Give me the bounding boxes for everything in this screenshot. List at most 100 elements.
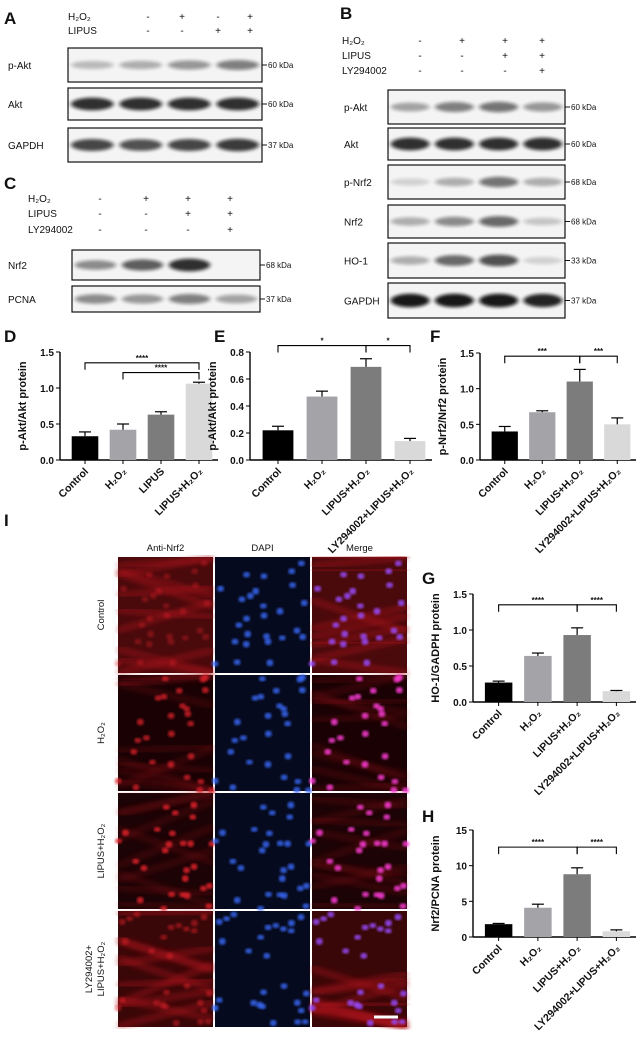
blot-band: [479, 102, 518, 112]
nucleus: [265, 713, 272, 719]
nucleus: [204, 600, 211, 606]
nucleus: [247, 593, 254, 600]
nucleus: [140, 865, 147, 871]
nrf2-image: [115, 674, 215, 794]
treatment-sign: -: [98, 225, 101, 236]
nucleus: [344, 593, 351, 600]
nucleus: [183, 926, 190, 931]
nucleus: [262, 841, 269, 848]
nucleus: [229, 784, 236, 790]
y-tick-label: 10: [456, 862, 468, 873]
treatment-sign: -: [180, 26, 183, 37]
nucleus: [360, 953, 367, 959]
nucleus: [313, 997, 320, 1003]
bar-1: [110, 430, 137, 460]
nucleus: [216, 997, 223, 1003]
nucleus: [176, 688, 183, 694]
nucleus: [376, 875, 383, 882]
nucleus: [363, 659, 370, 666]
significance-bracket: [278, 346, 366, 353]
blot-band: [391, 178, 430, 185]
nucleus: [399, 1019, 406, 1024]
row-label: H₂O₂: [96, 722, 107, 744]
nucleus: [132, 859, 139, 864]
x-tick-label: Control: [470, 708, 505, 743]
nucleus: [305, 787, 312, 793]
treatment-sign: -: [98, 194, 101, 205]
nucleus: [285, 753, 292, 759]
nucleus: [376, 635, 383, 640]
blot-band: [435, 294, 474, 308]
nucleus: [343, 760, 350, 765]
nucleus: [205, 1019, 212, 1024]
treatment-sign: -: [144, 209, 147, 220]
panel-letter: C: [4, 174, 16, 193]
nucleus: [294, 779, 301, 784]
nucleus: [162, 847, 169, 853]
treatment-sign: +: [185, 194, 191, 205]
y-tick-label: 1.0: [40, 384, 54, 395]
blot-band: [168, 98, 211, 111]
nucleus: [395, 561, 402, 567]
significance-bracket: [499, 847, 578, 854]
nucleus: [146, 641, 153, 648]
nucleus: [337, 735, 344, 740]
bar-0: [72, 436, 99, 460]
y-tick-label: 0.4: [230, 402, 244, 413]
nucleus: [212, 838, 219, 843]
nucleus: [197, 999, 204, 1005]
nucleus: [284, 840, 291, 847]
nucleus: [366, 810, 373, 815]
nucleus: [132, 784, 139, 790]
blot-band: [479, 255, 518, 267]
y-tick-label: 1.0: [460, 385, 474, 396]
nucleus: [238, 596, 245, 602]
y-tick-label: 0.5: [40, 420, 54, 431]
nucleus: [182, 635, 189, 640]
bar-0: [485, 683, 512, 702]
nucleus: [191, 920, 198, 927]
nucleus: [146, 572, 153, 578]
nucleus: [175, 923, 182, 928]
nucleus: [324, 749, 331, 755]
row-label: LY294002+: [84, 944, 95, 993]
treatment-sign: +: [539, 66, 545, 77]
nucleus: [361, 761, 368, 768]
significance-stars: ****: [136, 354, 149, 363]
nucleus: [168, 713, 175, 719]
nucleus: [179, 608, 186, 615]
nucleus: [386, 582, 393, 588]
dapi-image: [212, 911, 310, 1027]
nucleus: [390, 628, 397, 634]
nucleus: [202, 687, 209, 693]
significance-stars: ***: [538, 347, 548, 356]
nucleus: [155, 588, 162, 595]
nucleus: [146, 616, 153, 622]
treatment-sign: +: [143, 194, 149, 205]
blot-band: [479, 216, 518, 227]
blot-band: [216, 60, 259, 70]
nucleus: [402, 787, 409, 793]
nucleus: [299, 634, 306, 640]
blot-band: [523, 178, 562, 186]
nucleus: [243, 641, 250, 648]
blot-band: [216, 295, 257, 304]
nucleus: [227, 749, 234, 755]
x-tick-label: Control: [470, 943, 505, 978]
nucleus: [169, 659, 176, 666]
nucleus: [400, 990, 407, 996]
bar-1: [524, 656, 551, 702]
nucleus: [160, 906, 167, 911]
nucleus: [200, 886, 207, 892]
blot-band: [391, 256, 430, 264]
treatment-sign: +: [185, 209, 191, 220]
nucleus: [164, 612, 171, 618]
kda-marker: 68 kDa: [571, 178, 597, 187]
nucleus: [356, 676, 363, 681]
condition-label: LY294002: [28, 225, 73, 236]
nucleus: [168, 731, 175, 738]
